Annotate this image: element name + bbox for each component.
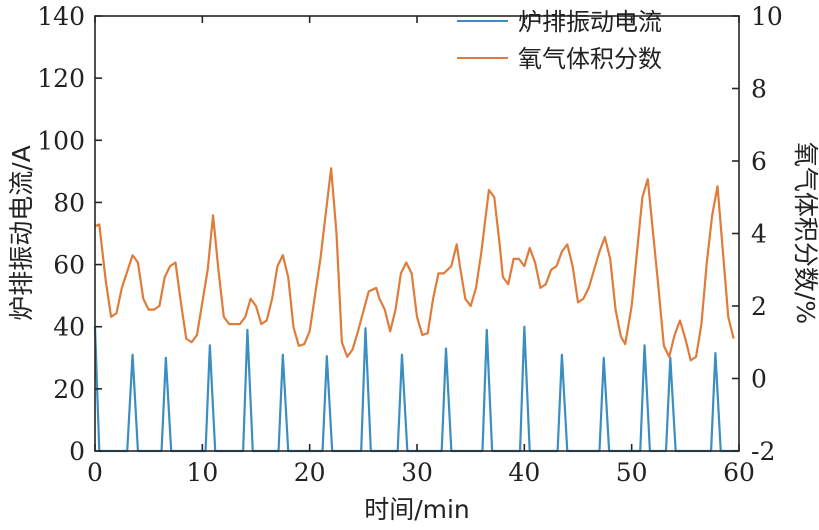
x-tick-label: 60 xyxy=(723,458,755,487)
x-tick-label: 30 xyxy=(401,458,433,487)
series-layer xyxy=(93,167,739,453)
y-left-tick-label: 140 xyxy=(37,2,85,31)
legend: 炉排振动电流 氧气体积分数 xyxy=(457,8,662,73)
y-left-tick-label: 60 xyxy=(53,251,85,280)
y-right-tick-label: 2 xyxy=(751,292,767,321)
y-right-tick-label: 10 xyxy=(751,2,783,31)
y-right-tick-label: 8 xyxy=(751,75,767,104)
y-left-axis-title: 炉排振动电流/A xyxy=(7,145,36,321)
y-right-tick-label: 4 xyxy=(751,220,767,249)
series-line-vibration-current xyxy=(93,325,739,453)
y-left-tick-label: 80 xyxy=(53,188,85,217)
ticks-layer: 0 10 20 30 40 50 60 0 20 40 60 80 100 120 140 -2 0 2 4 6 8 10 xyxy=(37,2,783,487)
x-tick-label: 10 xyxy=(186,458,218,487)
y-left-tick-label: 20 xyxy=(53,375,85,404)
x-tick-label: 50 xyxy=(616,458,648,487)
y-right-tick-label: -2 xyxy=(751,437,775,466)
x-axis-title: 时间/min xyxy=(364,495,470,524)
y-right-tick-label: 0 xyxy=(751,365,767,394)
x-tick-label: 20 xyxy=(294,458,326,487)
y-left-tick-label: 40 xyxy=(53,313,85,342)
series-line-oxygen-fraction xyxy=(94,167,735,362)
legend-label-vibration-current: 炉排振动电流 xyxy=(518,8,662,36)
y-left-tick-label: 100 xyxy=(37,126,85,155)
x-tick-label: 0 xyxy=(87,458,103,487)
legend-label-oxygen-fraction: 氧气体积分数 xyxy=(518,45,662,73)
x-tick-label: 40 xyxy=(508,458,540,487)
y-left-tick-label: 120 xyxy=(37,64,85,93)
y-right-axis-title: 氧气体积分数/% xyxy=(791,142,819,324)
y-right-tick-label: 6 xyxy=(751,147,767,176)
y-left-tick-label: 0 xyxy=(69,437,85,466)
